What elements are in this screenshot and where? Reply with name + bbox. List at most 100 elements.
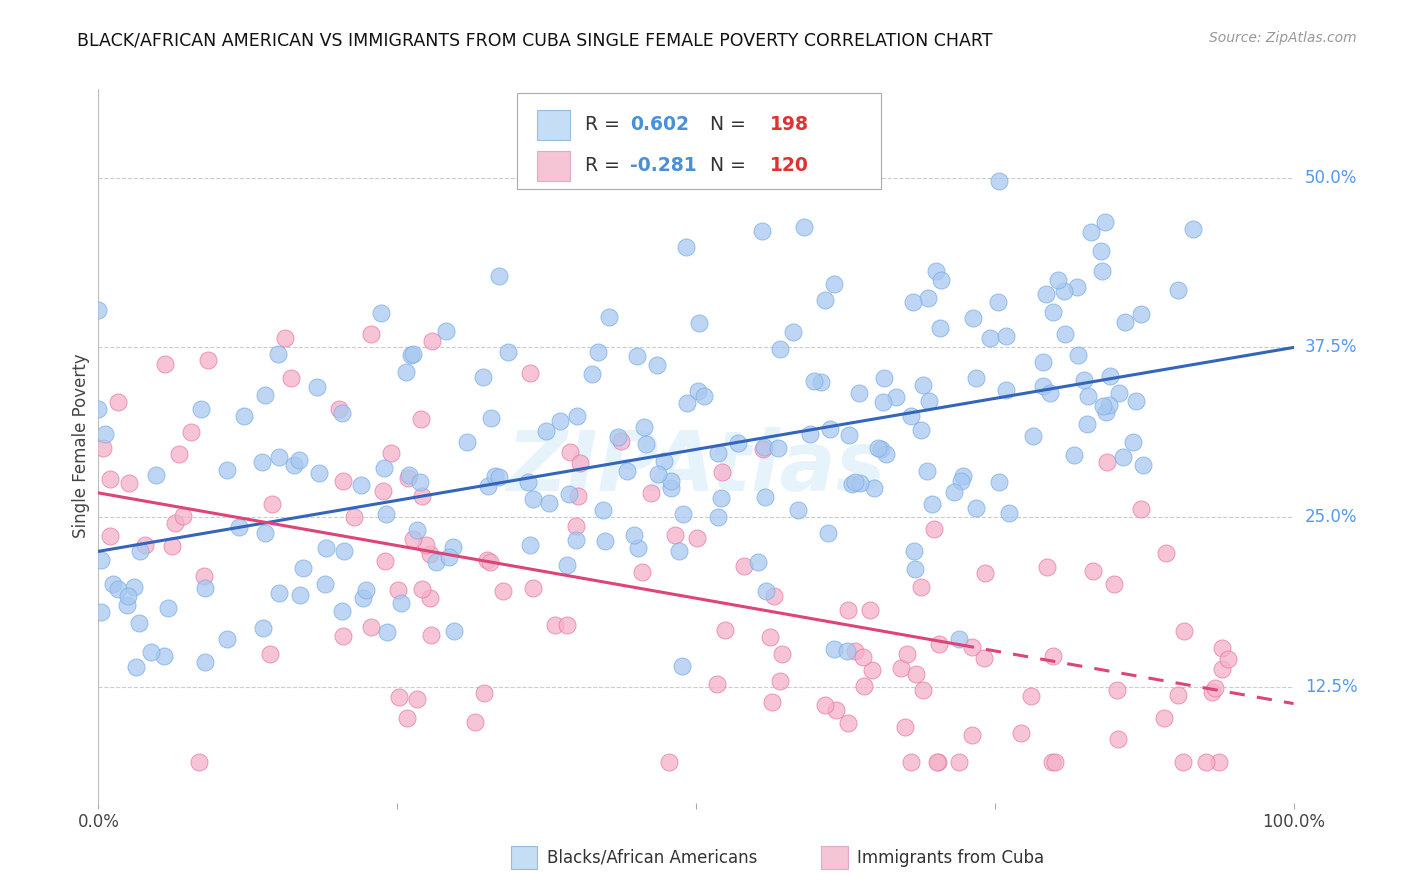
Point	[799, 426, 821, 441]
Point	[1053, 285, 1076, 299]
Point	[419, 628, 441, 642]
Point	[1094, 215, 1116, 229]
Point	[1042, 648, 1064, 663]
Point	[167, 447, 190, 461]
Point	[769, 342, 792, 356]
Point	[283, 458, 305, 472]
Point	[752, 442, 775, 456]
Point	[555, 618, 578, 632]
Point	[402, 532, 425, 546]
Text: 0.602: 0.602	[630, 115, 689, 135]
Point	[389, 596, 412, 610]
Point	[965, 500, 987, 515]
Point	[409, 475, 432, 489]
Bar	[537, 151, 571, 181]
Point	[751, 224, 773, 238]
Point	[100, 472, 122, 486]
Point	[994, 329, 1017, 343]
Point	[94, 427, 117, 442]
Point	[766, 441, 789, 455]
Point	[537, 496, 560, 510]
Point	[565, 409, 588, 424]
Point	[803, 375, 825, 389]
Point	[922, 522, 945, 536]
Point	[419, 547, 441, 561]
Point	[950, 474, 973, 488]
Point	[1092, 399, 1115, 413]
Bar	[537, 110, 571, 140]
Point	[567, 490, 589, 504]
Point	[727, 436, 749, 450]
Point	[145, 468, 167, 483]
Point	[873, 371, 896, 385]
Point	[479, 411, 502, 425]
Point	[675, 396, 697, 410]
Text: 12.5%: 12.5%	[1305, 678, 1357, 697]
Point	[658, 755, 681, 769]
Point	[1040, 755, 1063, 769]
Point	[903, 543, 925, 558]
Point	[1066, 348, 1088, 362]
Point	[291, 561, 314, 575]
Point	[581, 368, 603, 382]
Point	[90, 553, 112, 567]
Point	[645, 358, 668, 372]
Point	[910, 581, 932, 595]
Point	[477, 478, 499, 492]
Point	[848, 385, 870, 400]
Point	[544, 617, 567, 632]
Point	[1107, 732, 1129, 747]
Point	[399, 348, 422, 362]
Point	[962, 640, 984, 654]
Point	[962, 310, 984, 325]
Point	[870, 442, 893, 456]
Point	[762, 589, 785, 603]
Point	[139, 645, 162, 659]
Bar	[510, 847, 537, 869]
Point	[484, 469, 506, 483]
Point	[755, 583, 778, 598]
Point	[411, 582, 433, 596]
Point	[931, 273, 953, 287]
Point	[671, 659, 693, 673]
Point	[868, 441, 890, 455]
Point	[477, 553, 499, 567]
Point	[921, 497, 943, 511]
Point	[1154, 546, 1177, 560]
Point	[354, 583, 377, 598]
Point	[1099, 369, 1122, 384]
Point	[215, 463, 238, 477]
Point	[1108, 386, 1130, 401]
Point	[375, 507, 398, 521]
Point	[962, 728, 984, 742]
Point	[308, 466, 330, 480]
Point	[890, 661, 912, 675]
Point	[917, 292, 939, 306]
Point	[396, 470, 419, 484]
Point	[107, 395, 129, 409]
Point	[565, 533, 588, 547]
Point	[498, 345, 520, 359]
Point	[156, 601, 179, 615]
Point	[328, 401, 350, 416]
Text: 50.0%: 50.0%	[1305, 169, 1357, 186]
Point	[814, 293, 837, 307]
Point	[786, 502, 808, 516]
Point	[948, 755, 970, 769]
Point	[557, 487, 579, 501]
Point	[1204, 681, 1226, 695]
Point	[911, 377, 934, 392]
Point	[394, 365, 416, 379]
Point	[659, 474, 682, 488]
Point	[375, 624, 398, 639]
Point	[118, 476, 141, 491]
Point	[710, 465, 733, 479]
Point	[668, 544, 690, 558]
Point	[193, 569, 215, 583]
Point	[863, 481, 886, 495]
Point	[606, 430, 628, 444]
Point	[912, 682, 935, 697]
Point	[314, 577, 336, 591]
Point	[623, 528, 645, 542]
Point	[754, 490, 776, 504]
